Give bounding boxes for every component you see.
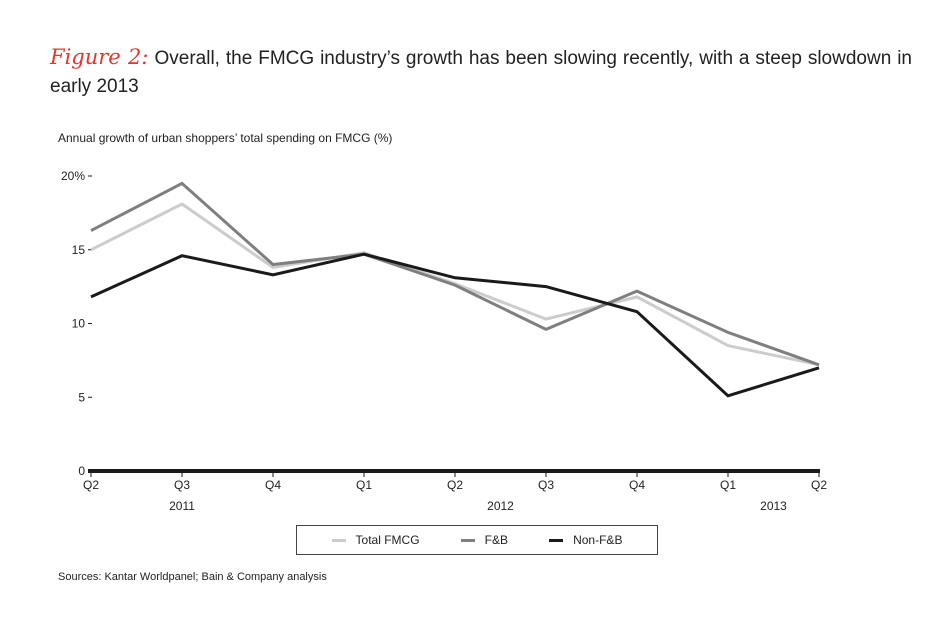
y-tick-label: 15 — [72, 243, 86, 257]
source-note: Sources: Kantar Worldpanel; Bain & Compa… — [58, 571, 327, 583]
chart-subtitle: Annual growth of urban shoppers’ total s… — [58, 131, 393, 145]
figure-label: Figure 2: — [50, 45, 149, 69]
legend-swatch — [460, 538, 475, 542]
legend-label: Total FMCG — [355, 533, 420, 547]
legend-item-non-fb: Non-F&B — [549, 533, 622, 547]
series-line-3 — [90, 252, 820, 398]
x-tick-label: Q1 — [356, 478, 372, 492]
series-line-2 — [90, 181, 820, 367]
x-tick-label: Q2 — [811, 478, 827, 492]
year-label: 2011 — [169, 499, 195, 513]
figure-title: Figure 2: Overall, the FMCG industry’s gr… — [50, 43, 912, 101]
y-tick-label: 20% — [61, 169, 85, 183]
series-lines — [90, 181, 820, 398]
x-tick-label: Q2 — [83, 478, 99, 492]
x-tick-label: Q3 — [538, 478, 554, 492]
legend-label: F&B — [484, 533, 508, 547]
legend-item-total-fmcg: Total FMCG — [331, 533, 420, 547]
figure-title-text: Overall, the FMCG industry’s growth has … — [50, 48, 912, 97]
legend-label: Non-F&B — [573, 533, 623, 547]
x-tick-label: Q3 — [174, 478, 190, 492]
x-tick-label: Q4 — [629, 478, 645, 492]
x-axis: Q2 Q3 Q4 Q1 Q2 Q3 Q4 Q1 Q2 — [83, 471, 827, 492]
year-label: 2013 — [760, 499, 787, 513]
y-axis: 0 5 10 15 20% — [61, 169, 92, 478]
year-labels: 2011 2012 2013 — [169, 499, 787, 513]
x-tick-label: Q1 — [720, 478, 736, 492]
legend-swatch — [331, 538, 346, 542]
legend-item-fb: F&B — [460, 533, 508, 547]
y-tick-label: 10 — [72, 317, 86, 331]
y-tick-label: 0 — [78, 464, 85, 478]
year-label: 2012 — [487, 499, 514, 513]
legend: Total FMCG F&B Non-F&B — [296, 525, 658, 555]
x-tick-label: Q4 — [265, 478, 281, 492]
legend-swatch — [549, 538, 564, 542]
x-tick-label: Q2 — [447, 478, 463, 492]
y-tick-label: 5 — [78, 390, 85, 404]
